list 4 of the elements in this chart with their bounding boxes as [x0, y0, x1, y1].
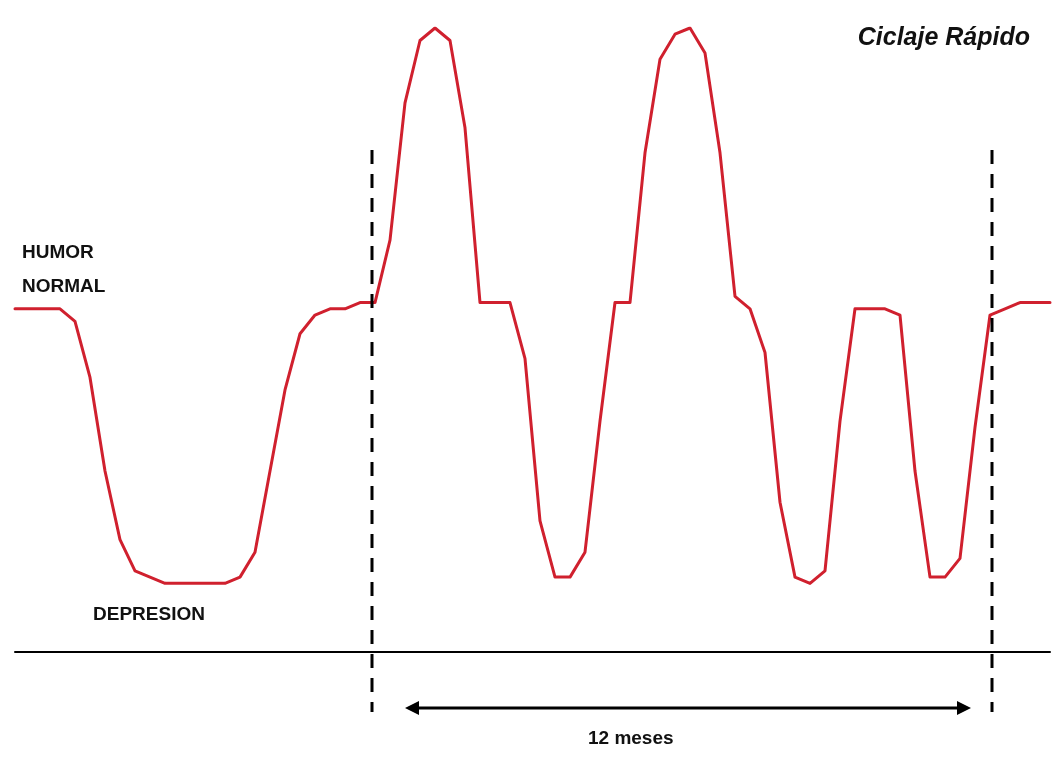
- annotation: DEPRESION: [93, 603, 205, 624]
- text: 12 meses: [588, 727, 674, 748]
- annotation: HUMOR NORMAL: [22, 240, 106, 296]
- chart-title: Ciclaje Rápido: [857, 21, 1030, 50]
